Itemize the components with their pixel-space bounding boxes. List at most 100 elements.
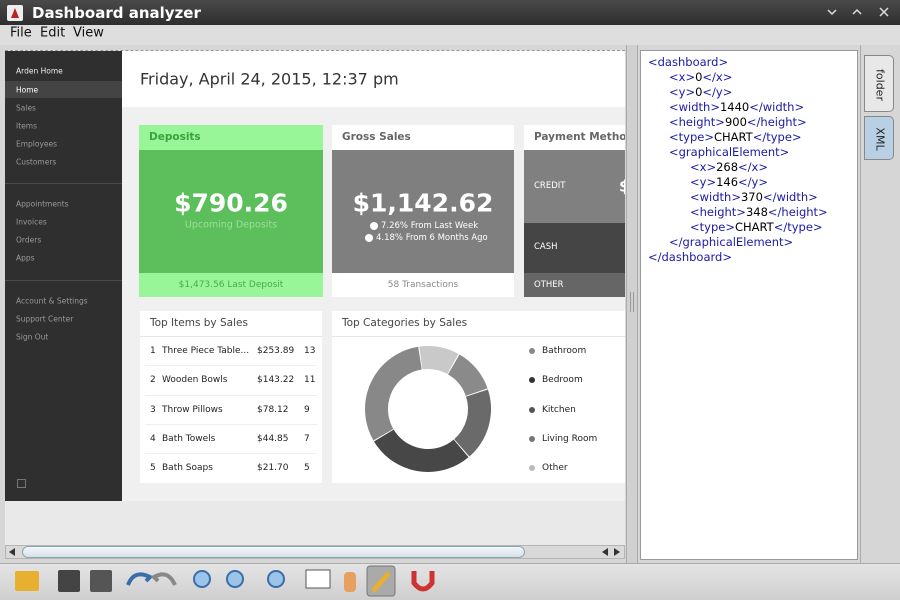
payment-method-label: OTHER — [534, 280, 564, 290]
item-rank: 4 — [150, 433, 156, 444]
item-count: 13 — [304, 346, 316, 356]
sidebar-separator — [5, 183, 122, 184]
toolbar-icons — [15, 565, 435, 597]
xml-tag: </dashboard> — [648, 250, 732, 264]
item-sales: $78.12 — [257, 404, 289, 415]
sidebar-item[interactable]: Apps — [16, 253, 35, 263]
card-title: Top Items by Sales — [150, 317, 248, 329]
xml-line: <type>CHART</type> — [690, 220, 823, 234]
sidebar-item[interactable]: Sign Out — [16, 332, 49, 342]
xml-text: 370 — [740, 190, 763, 204]
xml-tag: <y> — [690, 175, 717, 189]
payment-method-label: CREDIT — [534, 181, 566, 191]
sidebar-item[interactable]: Orders — [16, 235, 42, 245]
zoom-fit-button[interactable] — [267, 570, 285, 588]
item-sales: $143.22 — [257, 375, 295, 386]
item-rank: 2 — [150, 375, 156, 386]
splitter[interactable] — [626, 45, 638, 563]
minimize-button[interactable] — [827, 9, 837, 16]
side-tab[interactable]: folder — [864, 55, 894, 112]
legend-dot — [529, 348, 535, 354]
xml-tag: <type> — [690, 220, 735, 234]
sidebar-item[interactable]: Customers — [16, 157, 57, 167]
hand-button[interactable] — [344, 572, 356, 592]
menu-item[interactable]: View — [73, 25, 104, 41]
xml-line: </dashboard> — [648, 250, 732, 264]
xml-tag: <x> — [669, 70, 696, 84]
sidebar-item[interactable]: Support Center — [16, 314, 74, 324]
zoom-out-button[interactable] — [226, 570, 244, 588]
xml-text: CHART — [734, 220, 774, 234]
side-tab[interactable]: XML — [864, 116, 894, 160]
xml-line: <width>1440</width> — [669, 100, 804, 114]
menu-item[interactable]: Edit — [40, 25, 66, 41]
open-button[interactable] — [15, 571, 39, 591]
window-title: Dashboard analyzer — [32, 4, 201, 22]
xml-tag: </width> — [762, 190, 818, 204]
scroll-left[interactable] — [9, 548, 15, 556]
title-bar — [0, 0, 900, 25]
undo-button[interactable] — [126, 572, 154, 586]
zoom-in-button[interactable] — [193, 570, 211, 588]
xml-line: <type>CHART</type> — [669, 130, 802, 144]
card-title: Top Categories by Sales — [342, 317, 468, 329]
top-categories-card: Top Categories by Sales Bathroom Bedroom Ki… — [332, 311, 625, 483]
xml-tag: <y> — [669, 85, 696, 99]
xml-tag: <height> — [669, 115, 725, 129]
dashboard-viewport: Arden Home Home Sales Items Employees Custome… — [5, 50, 625, 545]
presentation-button[interactable] — [305, 569, 331, 589]
card-body — [332, 150, 514, 273]
sidebar-item[interactable]: Invoices — [16, 217, 47, 227]
top-items-card: Top Items by Sales 1 Three Piece Table... $… — [140, 311, 322, 483]
card-header — [139, 125, 323, 150]
legend-dot — [529, 465, 535, 472]
save-button[interactable] — [58, 570, 80, 592]
xml-text: 268 — [716, 160, 739, 174]
sidebar-item[interactable]: Home — [16, 85, 39, 95]
sidebar-item[interactable]: Sales — [16, 103, 36, 113]
card-title: Payment Methods — [534, 131, 625, 143]
sidebar-item[interactable]: Account & Settings — [16, 296, 88, 306]
xml-panel: <dashboard> <x>0</x> <y>0</y> <width>1440</… — [640, 50, 858, 560]
xml-line: <height>900</height> — [669, 115, 807, 129]
xml-tag: <width> — [669, 100, 720, 114]
deposits-card: Deposits $790.26 Upcoming Deposits $1,473.5… — [139, 125, 323, 297]
close-button[interactable] — [879, 7, 889, 17]
menu-item[interactable]: File — [10, 25, 32, 41]
xml-text: 1440 — [719, 100, 750, 114]
xml-tag: <type> — [669, 130, 714, 144]
sidebar-item[interactable]: Items — [16, 121, 37, 131]
card-footer — [139, 273, 323, 297]
maximize-button[interactable] — [852, 8, 862, 15]
magnet-button[interactable] — [411, 571, 435, 592]
xml-text: 348 — [745, 205, 768, 219]
sidebar-item[interactable]: Appointments — [16, 199, 69, 209]
item-sales: $253.89 — [257, 346, 295, 356]
legend-label: Bedroom — [542, 375, 583, 386]
gross-footer: 58 Transactions — [387, 280, 459, 290]
change-icon — [365, 234, 373, 242]
payment-methods-card: Payment Methods CREDIT CASH OTHER $ — [524, 125, 625, 297]
redo-button[interactable] — [150, 572, 177, 586]
item-rank: 1 — [150, 346, 156, 356]
xml-tag: </height> — [767, 205, 828, 219]
save-as-button[interactable] — [90, 570, 112, 592]
xml-text: CHART — [713, 130, 753, 144]
xml-text: 146 — [716, 175, 739, 189]
header-band — [122, 51, 625, 107]
xml-tag: </x> — [738, 160, 768, 174]
xml-tag: </y> — [702, 85, 733, 99]
change-text: 7.26% From Last Week — [381, 221, 479, 231]
sidebar-item[interactable]: Employees — [16, 139, 58, 149]
scroll-right[interactable] — [602, 548, 620, 556]
item-count: 11 — [304, 375, 316, 386]
xml-line: </graphicalElement> — [669, 235, 793, 249]
scroll-thumb[interactable] — [22, 546, 525, 558]
card-title: Gross Sales — [342, 131, 411, 143]
deposit-amount: $790.26 — [174, 188, 288, 218]
item-name: Bath Soaps — [162, 463, 213, 474]
sidebar-selected — [5, 81, 122, 98]
xml-line: <x>268</x> — [690, 160, 768, 174]
xml-tag: </height> — [746, 115, 807, 129]
